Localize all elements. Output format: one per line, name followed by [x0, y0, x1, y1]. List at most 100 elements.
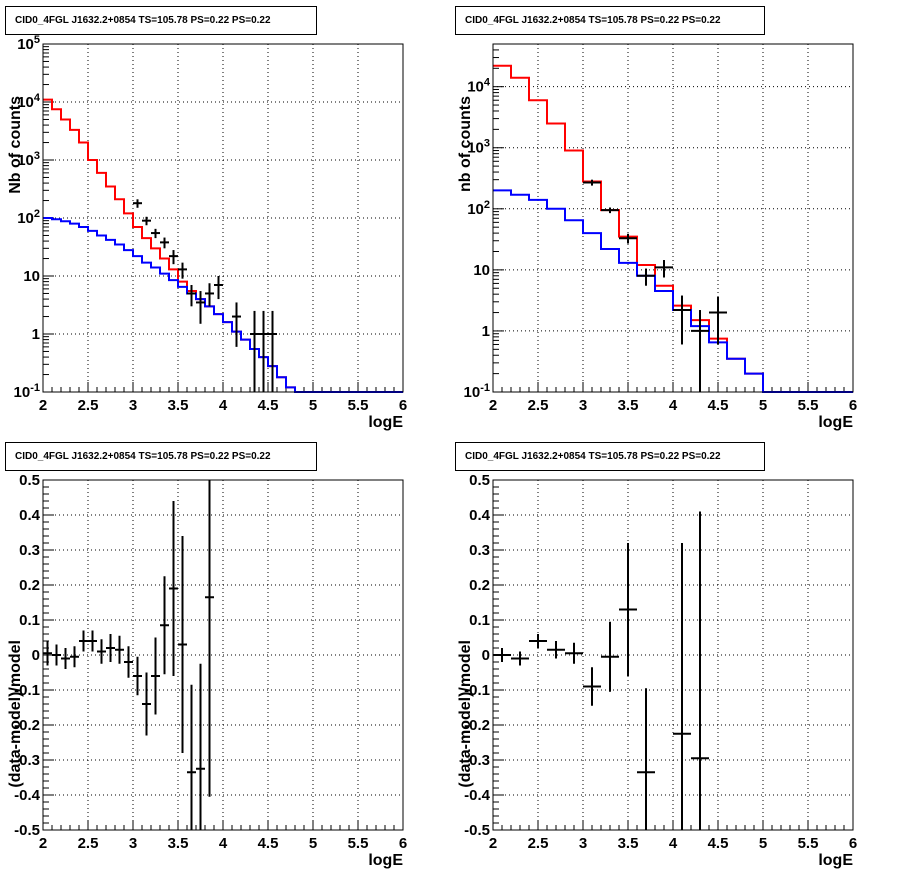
data-point	[205, 480, 214, 797]
chart-panel-3: 2 2.5 3 3.5 4 4.5 5 5.5 6 -0.5 -0.4 -0.3 -0.2 -0.1 0 0.…	[7, 472, 407, 869]
data-point	[232, 302, 241, 347]
data-point	[601, 207, 619, 214]
chart-title: CID0_4FGL J1632.2+0854 TS=105.78 PS=0.22…	[5, 6, 317, 35]
data-point	[250, 310, 259, 392]
data-point	[529, 634, 547, 648]
x-tick-label: 2	[39, 835, 47, 852]
data-point	[124, 646, 133, 678]
x-tick-label: 5	[759, 835, 767, 852]
chart-panel-1: 2 2.5 3 3.5 4 4.5 5 5.5 6 10-1 1 10 102 103 104 105 logE…	[7, 34, 407, 431]
chart-title: CID0_4FGL J1632.2+0854 TS=105.78 PS=0.22…	[455, 6, 765, 35]
y-tick-label: 0.3	[19, 542, 40, 559]
y-tick-label: -0.2	[464, 717, 490, 734]
x-tick-label: 3.5	[168, 835, 189, 852]
y-axis-label: nb of counts	[457, 96, 474, 192]
y-tick-label: 103	[17, 150, 40, 169]
data-point	[205, 283, 214, 307]
y-tick-label: 10-1	[464, 382, 490, 401]
x-tick-label: 2.5	[78, 397, 99, 414]
x-axis-label: logE	[368, 414, 403, 431]
data-point	[691, 511, 709, 830]
x-tick-label: 3.5	[618, 835, 639, 852]
y-tick-label: 0.1	[469, 612, 490, 629]
data-point	[601, 621, 619, 692]
data-point	[43, 641, 52, 666]
data-point	[115, 635, 124, 664]
y-tick-label: -0.4	[14, 787, 41, 804]
y-tick-label: 102	[17, 208, 40, 227]
data-point	[97, 639, 106, 664]
series-line-2	[493, 189, 853, 393]
x-tick-label: 4.5	[708, 397, 729, 414]
x-tick-label: 5	[309, 835, 317, 852]
y-tick-label: -0.5	[14, 822, 40, 839]
data-point	[79, 630, 88, 652]
x-tick-label: 5.5	[798, 397, 819, 414]
x-tick-label: 5.5	[348, 397, 369, 414]
data-point	[619, 543, 637, 676]
y-tick-label: 0	[32, 647, 40, 664]
data-point	[187, 284, 196, 307]
y-tick-label: 104	[17, 92, 41, 111]
x-tick-label: 2	[489, 835, 497, 852]
data-point	[691, 310, 709, 392]
y-axis-label: (data-model)/model	[7, 640, 24, 788]
data-point	[178, 536, 187, 753]
y-tick-label: 1	[32, 326, 40, 343]
y-tick-label: 10	[473, 262, 490, 279]
y-tick-label: -0.1	[464, 682, 490, 699]
plot-border	[42, 479, 404, 831]
y-tick-label: -0.2	[14, 717, 40, 734]
x-tick-label: 6	[849, 397, 857, 414]
data-point	[583, 667, 601, 706]
x-axis-label: logE	[818, 414, 853, 431]
data-point	[259, 310, 268, 392]
plot-border	[492, 43, 854, 393]
x-tick-label: 3	[129, 397, 137, 414]
data-point	[133, 656, 142, 696]
y-tick-label: 10	[23, 268, 40, 285]
x-tick-label: 3	[579, 397, 587, 414]
data-point	[511, 651, 529, 666]
x-tick-label: 3.5	[168, 397, 189, 414]
y-axis-label: Nb of counts	[7, 96, 24, 194]
data-point	[655, 260, 673, 278]
data-point	[268, 310, 277, 392]
y-tick-label: 103	[467, 138, 490, 157]
x-tick-label: 2.5	[78, 835, 99, 852]
y-tick-label: -0.4	[464, 787, 491, 804]
data-point	[547, 641, 565, 659]
x-tick-label: 4.5	[258, 835, 279, 852]
x-tick-label: 3.5	[618, 397, 639, 414]
y-axis-label: (data-model)/model	[457, 640, 474, 788]
x-tick-label: 5	[759, 397, 767, 414]
x-axis-label: logE	[368, 852, 403, 869]
data-point	[619, 233, 637, 244]
data-point	[196, 291, 205, 324]
data-point	[151, 637, 160, 715]
x-tick-label: 3	[579, 835, 587, 852]
chart-panel-2: 2 2.5 3 3.5 4 4.5 5 5.5 6 10-1 1 10 102 103 104 logE nb …	[457, 43, 857, 431]
x-tick-label: 4	[669, 397, 678, 414]
x-tick-label: 5.5	[348, 835, 369, 852]
data-point	[493, 648, 511, 662]
data-point	[709, 296, 727, 345]
y-tick-label: 1	[482, 323, 490, 340]
y-tick-label: 0.4	[19, 507, 41, 524]
x-axis-label: logE	[818, 852, 853, 869]
y-tick-label: 105	[17, 34, 40, 53]
data-point	[178, 262, 187, 279]
x-tick-label: 4	[219, 397, 228, 414]
x-tick-label: 4	[669, 835, 678, 852]
x-tick-label: 6	[849, 835, 857, 852]
chart-panel-4: 2 2.5 3 3.5 4 4.5 5 5.5 6 -0.5 -0.4 -0.3 -0.2 -0.1 0 0.…	[457, 472, 857, 869]
chart-title: CID0_4FGL J1632.2+0854 TS=105.78 PS=0.22…	[5, 442, 317, 471]
y-tick-label: 0.2	[19, 577, 40, 594]
y-tick-label: 0.3	[469, 542, 490, 559]
data-point	[187, 684, 196, 830]
x-tick-label: 2.5	[528, 835, 549, 852]
x-tick-label: 6	[399, 835, 407, 852]
data-point	[52, 644, 61, 666]
data-point	[133, 199, 142, 208]
